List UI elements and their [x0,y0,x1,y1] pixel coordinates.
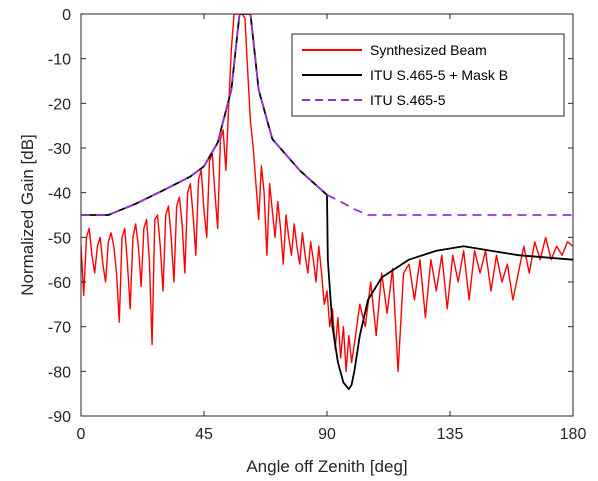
y-tick-label: -50 [48,230,71,247]
legend: Synthesized Beam ITU S.465-5 + Mask B IT… [291,33,565,117]
series-synthesized-beam [81,14,573,373]
y-tick-label: -10 [48,52,71,69]
y-tick-label: -20 [48,96,71,113]
y-tick-label: 0 [62,7,71,24]
y-tick-label: -40 [48,186,71,203]
legend-label-itu: ITU S.465-5 [370,92,446,108]
y-axis-label: Normalized Gain [dB] [18,134,37,296]
x-tick-label: 0 [77,426,86,443]
series-layer [81,14,573,391]
y-tick-label: -70 [48,320,71,337]
y-tick-label: -60 [48,275,71,292]
x-tick-label: 180 [560,426,587,443]
x-tick-label: 90 [318,426,336,443]
series-itu [81,14,573,216]
x-tick-label: 45 [195,426,213,443]
x-axis-label: Angle off Zenith [deg] [246,457,407,476]
y-tick-label: -80 [48,364,71,381]
x-tick-label: 135 [437,426,464,443]
y-tick-label: -90 [48,409,71,426]
legend-label-itu-mask-b: ITU S.465-5 + Mask B [370,67,508,83]
legend-label-synthesized-beam: Synthesized Beam [370,42,487,58]
plot-frame [80,13,574,417]
y-tick-label: -30 [48,141,71,158]
